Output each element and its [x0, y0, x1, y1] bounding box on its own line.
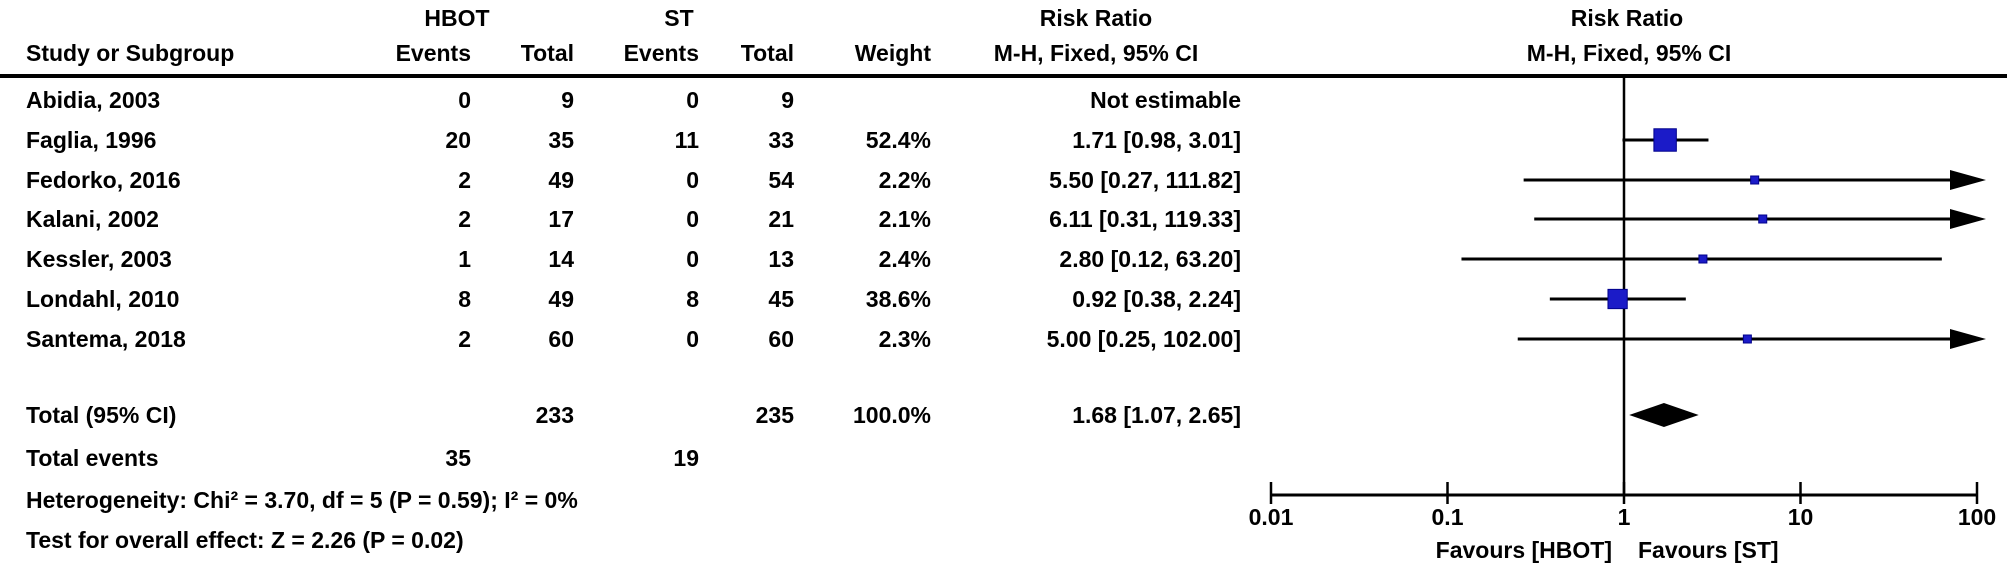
weight-value: 38.6%	[865, 286, 931, 312]
events-hbot: 8	[458, 286, 471, 312]
events-st: 8	[686, 286, 699, 312]
ci-arrow-right	[1950, 170, 1986, 190]
ci-text: 6.11 [0.31, 119.33]	[1049, 206, 1241, 232]
events-st: 11	[674, 127, 699, 153]
events-st: 0	[686, 326, 699, 352]
events-hbot: 0	[458, 87, 471, 113]
events-st: 0	[686, 246, 699, 272]
events2-col-header: Events	[623, 40, 699, 66]
total-events-label: Total events	[26, 445, 159, 471]
axis-tick-label: 0.1	[1431, 504, 1464, 530]
effect-square	[1698, 254, 1708, 264]
total-ci-text: 1.68 [1.07, 2.65]	[1072, 402, 1241, 428]
group2-header: ST	[664, 5, 694, 31]
total-hbot: 35	[548, 127, 574, 153]
ci-text: 5.00 [0.25, 102.00]	[1046, 326, 1241, 352]
total-st: 60	[768, 326, 794, 352]
axis-tick-label: 100	[1957, 504, 1997, 530]
total-events-hbot: 35	[445, 445, 471, 471]
total-hbot: 17	[548, 206, 574, 232]
effect-square	[1750, 175, 1760, 185]
weight-value: 52.4%	[865, 127, 931, 153]
total-weight: 100.0%	[852, 402, 931, 428]
total-n-st: 235	[755, 402, 794, 428]
effect-square	[1607, 288, 1628, 310]
effect-header-right: Risk Ratio	[1570, 5, 1684, 31]
weight-value: 2.1%	[878, 206, 931, 232]
favours-left-label: Favours [HBOT]	[1435, 537, 1612, 563]
study-name: Kessler, 2003	[26, 246, 172, 272]
events-hbot: 1	[458, 246, 471, 272]
weight-col-header: Weight	[854, 40, 931, 66]
effect-square	[1742, 334, 1752, 344]
total-hbot: 60	[548, 326, 574, 352]
study-col-header: Study or Subgroup	[26, 40, 235, 66]
ci-arrow-right	[1950, 209, 1986, 229]
group1-header: HBOT	[424, 5, 490, 31]
total-hbot: 49	[548, 167, 574, 193]
total-st: 13	[768, 246, 794, 272]
effect-square	[1758, 214, 1768, 224]
total-n-hbot: 233	[535, 402, 574, 428]
events-hbot: 20	[445, 127, 471, 153]
total1-col-header: Total	[520, 40, 574, 66]
study-name: Fedorko, 2016	[26, 167, 181, 193]
total-hbot: 9	[561, 87, 574, 113]
total-st: 45	[768, 286, 794, 312]
total-hbot: 49	[548, 286, 574, 312]
events-st: 0	[686, 206, 699, 232]
total2-col-header: Total	[740, 40, 794, 66]
total-hbot: 14	[548, 246, 574, 272]
heterogeneity-text: Heterogeneity: Chi² = 3.70, df = 5 (P = …	[26, 487, 578, 513]
axis-tick-label: 10	[1787, 504, 1814, 530]
method-header-right: M-H, Fixed, 95% CI	[1526, 40, 1732, 66]
total-events-st: 19	[673, 445, 699, 471]
study-name: Santema, 2018	[26, 326, 186, 352]
total-st: 54	[768, 167, 794, 193]
favours-right-label: Favours [ST]	[1638, 537, 1779, 563]
axis-tick-label: 1	[1617, 504, 1631, 530]
total-diamond	[1629, 403, 1699, 427]
total-st: 9	[781, 87, 794, 113]
study-name: Abidia, 2003	[26, 87, 161, 113]
events-st: 0	[686, 167, 699, 193]
events-st: 0	[686, 87, 699, 113]
ci-text: Not estimable	[1090, 87, 1241, 113]
effect-header-left: Risk Ratio	[1039, 5, 1153, 31]
ci-arrow-right	[1950, 329, 1986, 349]
ci-text: 2.80 [0.12, 63.20]	[1059, 246, 1241, 272]
weight-value: 2.2%	[878, 167, 931, 193]
ci-text: 1.71 [0.98, 3.01]	[1072, 127, 1241, 153]
axis-tick-label: 0.01	[1248, 504, 1294, 530]
events-hbot: 2	[458, 167, 471, 193]
weight-value: 2.4%	[878, 246, 931, 272]
overall-effect-text: Test for overall effect: Z = 2.26 (P = 0…	[26, 527, 464, 553]
study-name: Londahl, 2010	[26, 286, 180, 312]
events1-col-header: Events	[395, 40, 471, 66]
total-st: 33	[768, 127, 794, 153]
study-name: Faglia, 1996	[26, 127, 157, 153]
events-hbot: 2	[458, 206, 471, 232]
ci-text: 5.50 [0.27, 111.82]	[1049, 167, 1241, 193]
ci-text: 0.92 [0.38, 2.24]	[1072, 286, 1241, 312]
study-name: Kalani, 2002	[26, 206, 159, 232]
weight-value: 2.3%	[878, 326, 931, 352]
total-row-label: Total (95% CI)	[26, 402, 177, 428]
effect-square	[1653, 128, 1677, 152]
total-st: 21	[768, 206, 794, 232]
method-header-left: M-H, Fixed, 95% CI	[993, 40, 1199, 66]
events-hbot: 2	[458, 326, 471, 352]
